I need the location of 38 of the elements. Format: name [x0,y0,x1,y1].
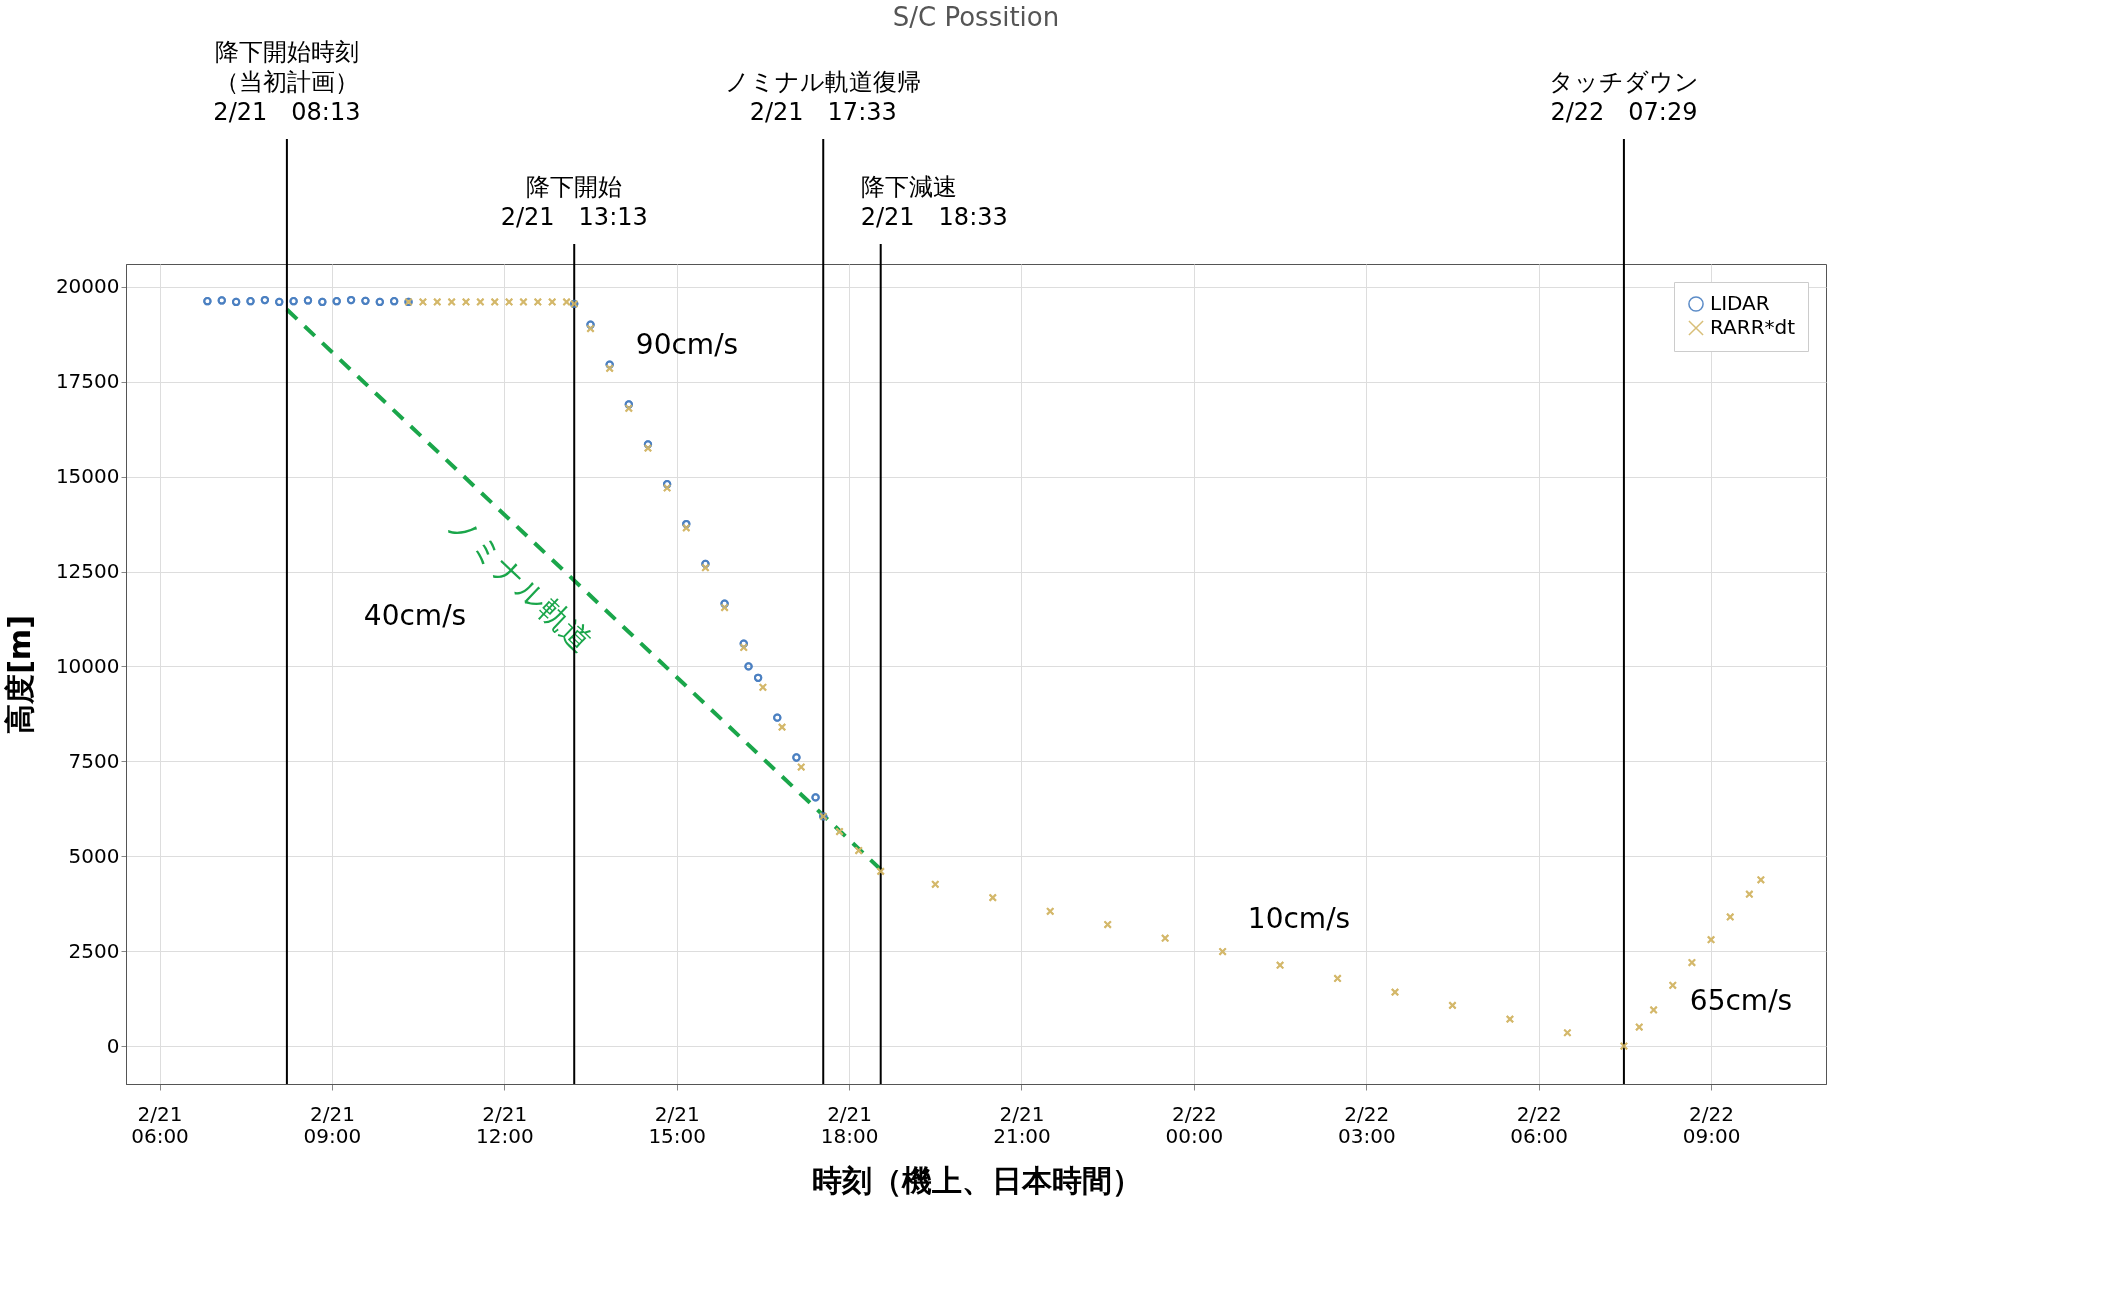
x-axis-title: 時刻（機上、日本時間） [811,1162,1142,1198]
ref-line-label: ノミナル軌道復帰 [725,68,922,96]
x-tick-label: 2/22 06:00 [1510,1101,1568,1148]
y-tick-label: 12500 [55,559,120,583]
x-tick-label: 2/22 00:00 [1165,1101,1224,1148]
annotation: 90cm/s [635,328,739,361]
y-tick-label: 2500 [68,938,120,963]
y-tick-label: 0 [106,1033,120,1058]
y-axis-title: 高度[m] [1,615,37,734]
x-tick-label: 2/21 06:00 [131,1101,189,1148]
x-tick-label: 2/22 09:00 [1682,1101,1741,1148]
ref-line-label: タッチダウン [1548,68,1699,96]
y-tick-label: 20000 [55,274,120,299]
text: 2/21 17:33 [749,98,897,126]
annotation: 10cm/s [1247,902,1351,935]
y-tick-label: 7500 [68,748,120,773]
legend-label: LIDAR [1710,291,1770,315]
ref-line-label: 降下開始 [526,173,623,201]
annotation: 65cm/s [1689,984,1793,1017]
y-tick-label: 17500 [55,369,120,394]
ref-line-label: 降下開始時刻（当初計画） [214,38,359,96]
chart-title: S/C Possition [892,2,1060,32]
y-tick-label: 15000 [55,464,120,489]
text: 2/21 18:33 [860,203,1008,231]
x-tick-label: 2/21 12:00 [475,1101,534,1148]
x-tick-label: 2/21 15:00 [648,1101,707,1148]
text: 2/22 07:29 [1550,98,1698,126]
ref-line-label: 降下減速 [860,173,957,201]
legend-label: RARR*dt [1710,315,1796,339]
text: 2/21 13:13 [500,203,648,231]
annotation: 40cm/s [363,598,467,632]
text: 2/21 08:13 [213,98,361,126]
y-tick-label: 10000 [55,653,120,678]
x-tick-label: 2/21 09:00 [303,1101,362,1148]
x-tick-label: 2/21 18:00 [820,1101,879,1148]
x-tick-label: 2/21 21:00 [993,1101,1051,1148]
y-tick-label: 5000 [68,843,120,868]
x-tick-label: 2/22 03:00 [1337,1101,1396,1148]
